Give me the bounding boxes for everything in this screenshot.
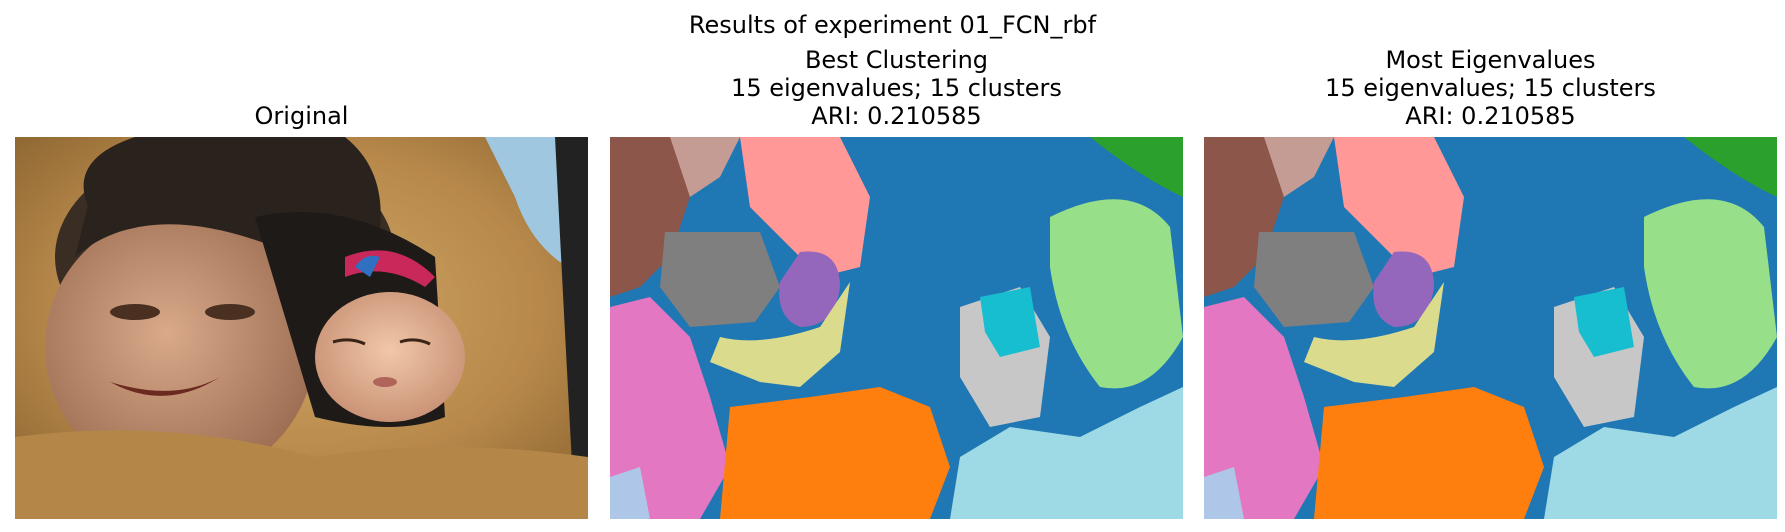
panel-title-line: 15 eigenvalues; 15 clusters bbox=[1325, 74, 1656, 102]
best-clustering-image bbox=[610, 137, 1183, 519]
panel-title-line: Original bbox=[254, 102, 349, 130]
panel-title-line: Most Eigenvalues bbox=[1385, 46, 1596, 74]
panel-title-line: Best Clustering bbox=[804, 46, 989, 74]
panel-title-line: 15 eigenvalues; 15 clusters bbox=[731, 74, 1062, 102]
original-photo-illustration bbox=[15, 137, 588, 519]
most-eigenvalues-image bbox=[1204, 137, 1777, 519]
panel-title-line: ARI: 0.210585 bbox=[1405, 102, 1576, 130]
panel-title-line: ARI: 0.210585 bbox=[811, 102, 982, 130]
panel-title-best-clustering: Best Clustering 15 eigenvalues; 15 clust… bbox=[610, 46, 1183, 130]
panel-title-most-eigenvalues: Most Eigenvalues 15 eigenvalues; 15 clus… bbox=[1204, 46, 1777, 130]
figure-suptitle: Results of experiment 01_FCN_rbf bbox=[688, 11, 1097, 39]
panel-title-original: Original bbox=[15, 102, 588, 130]
cluster-map bbox=[1204, 137, 1777, 519]
original-image bbox=[15, 137, 588, 519]
cluster-map bbox=[610, 137, 1183, 519]
